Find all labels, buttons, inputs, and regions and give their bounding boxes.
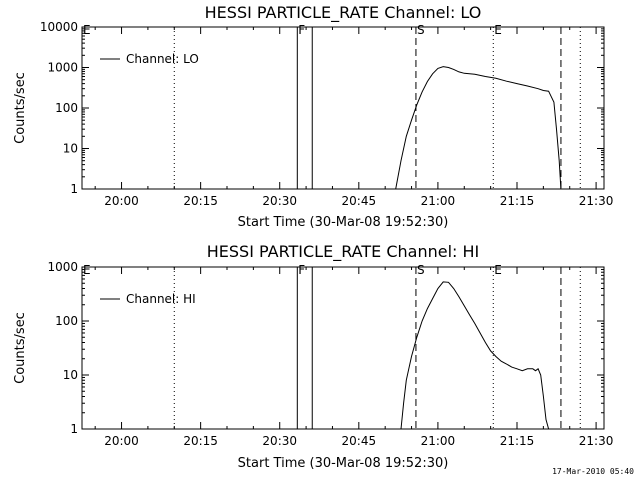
panel-1-marker-label: S [417,23,425,37]
panel-1-x-tick-label: 21:15 [500,194,535,208]
panel-2-x-axis-label: Start Time (30-Mar-08 19:52:30) [238,456,449,471]
panel-1-y-tick-label: 100 [55,101,78,115]
panel-2-series-line [400,281,550,430]
panel-1-y-axis-label: Counts/sec [13,72,28,144]
panel-1-x-tick-label: 20:45 [342,194,377,208]
panel-2-chart-title: HESSI PARTICLE_RATE Channel: HI [207,242,480,262]
panel-1-x-tick-label: 20:30 [262,194,297,208]
panel-1-marker-label: F [298,23,305,37]
panel-2-x-tick-label: 21:30 [579,434,614,448]
timestamp: 17-Mar-2010 05:40 [552,467,634,476]
panel-2-y-tick-label: 1 [70,422,78,436]
panel-1-y-tick-label: 10 [63,142,78,156]
panel-1-marker-label: E [83,23,91,37]
panel-1-x-tick-label: 21:30 [579,194,614,208]
panel-1-x-axis-label: Start Time (30-Mar-08 19:52:30) [238,215,449,230]
panel-2-x-tick-label: 20:15 [183,434,218,448]
panel-2-marker-label: E [83,263,91,277]
panel-1-x-tick-label: 20:00 [104,194,139,208]
panel-1-legend-label: Channel: LO [126,52,199,66]
panel-1-chart-title: HESSI PARTICLE_RATE Channel: LO [205,3,482,23]
panel-2-y-tick-label: 1000 [47,260,78,274]
panel-2-marker-label: S [417,263,425,277]
panel-1-y-tick-label: 10000 [40,20,78,34]
panel-2-x-tick-label: 20:00 [104,434,139,448]
panel-2-y-tick-label: 100 [55,314,78,328]
panel-2-y-tick-label: 10 [63,368,78,382]
panel-2-x-tick-label: 21:15 [500,434,535,448]
panel-1-y-tick-label: 1 [70,182,78,196]
panel-2-y-axis-label: Counts/sec [13,312,28,384]
panel-2-marker-label: E [494,263,502,277]
panel-1-marker-label: E [494,23,502,37]
panel-1-x-tick-label: 21:00 [421,194,456,208]
panel-1-x-tick-label: 20:15 [183,194,218,208]
panel-2-x-tick-label: 20:30 [262,434,297,448]
panel-2-legend-label: Channel: HI [126,292,196,306]
panel-2-x-tick-label: 21:00 [421,434,456,448]
panel-2-marker-label: F [298,263,305,277]
panel-1-series-line [395,66,562,190]
panel-2-x-tick-label: 20:45 [342,434,377,448]
panel-1-y-tick-label: 1000 [47,61,78,75]
